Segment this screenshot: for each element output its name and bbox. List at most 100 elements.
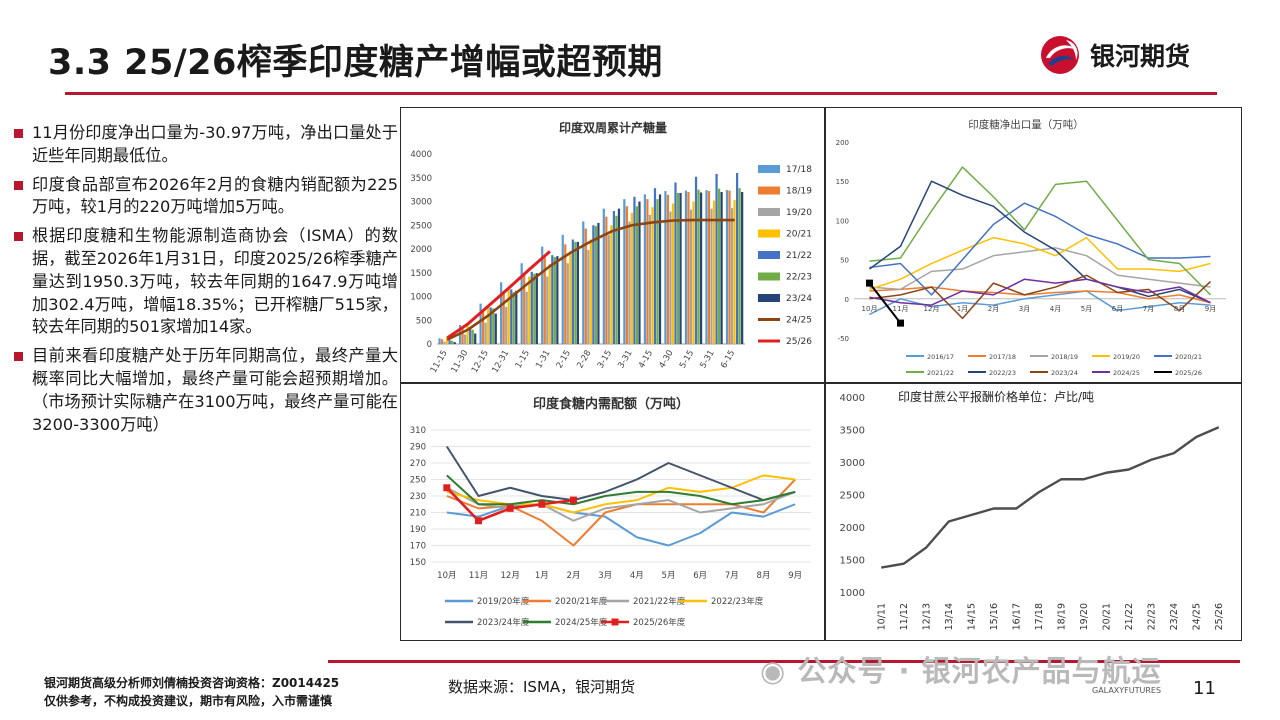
legend-swatch	[758, 294, 780, 302]
production-y-tick-label: 3500	[410, 174, 432, 184]
bar-19-20	[710, 208, 713, 344]
chart-panel-net-exports: 印度糖净出口量（万吨） -50 0 50 100 150 200 10月 11月 12月 1月 2月 3…	[825, 107, 1242, 383]
bar-23-24	[699, 192, 703, 344]
domestic-quota-x-tick-label: 10月	[437, 571, 456, 581]
net-exports-x-tick-label: 1月	[957, 305, 968, 313]
net-exports-x-tick-label: 9月	[1205, 305, 1216, 313]
bar-22-23	[594, 226, 598, 344]
bullet-text: 印度食品部宣布2026年2月的食糖内销配额为225万吨，较1月的220万吨增加5…	[32, 174, 398, 217]
production-x-tick-label: 11-15	[429, 349, 450, 375]
domestic-quota-x-tick-label: 4月	[630, 571, 644, 581]
bar-18-19	[543, 257, 546, 344]
bullet-text: 11月份印度净出口量为-30.97万吨，净出口量处于近些年同期最低位。	[32, 123, 398, 165]
bar-17-18	[479, 303, 482, 344]
production-y-tick-label: 4000	[410, 150, 432, 160]
wechat-icon: ◉	[760, 654, 787, 688]
bar-20-21	[733, 200, 736, 344]
production-x-tick-label: 3-15	[596, 349, 614, 371]
net-exports-x-tick-label: 12月	[924, 305, 940, 313]
chart-title: 印度糖净出口量（万吨）	[968, 118, 1084, 131]
legend-label: 2022/23年度	[711, 596, 764, 607]
bar-23-24	[679, 192, 682, 344]
bar-20-21	[651, 207, 654, 344]
bar-21-22	[592, 225, 595, 344]
bar-22-23	[635, 206, 639, 344]
legend-label: 20/21	[786, 230, 812, 240]
production-x-tick-label: 2-15	[555, 349, 573, 371]
net-exports-chart: 印度糖净出口量（万吨） -50 0 50 100 150 200 10月 11月 12月 1月 2月 3…	[836, 118, 1226, 377]
bar-20-21	[548, 264, 551, 344]
net-exports-x-tick-label: 4月	[1050, 305, 1061, 313]
bar-19-20	[669, 211, 672, 344]
bar-19-20	[505, 306, 508, 344]
bar-22-23	[553, 257, 556, 344]
watermark-text: 公众号 · 银河农产品与航运	[797, 654, 1162, 688]
domestic-quota-y-tick-label: 230	[410, 492, 426, 502]
domestic-quota-y-tick-label: 210	[410, 509, 426, 519]
bullet-square-icon	[14, 232, 23, 242]
bar-21-22	[469, 327, 472, 344]
bar-17-18	[500, 282, 503, 344]
bar-18-19	[625, 206, 628, 344]
bar-18-19	[646, 199, 649, 344]
bar-18-19	[687, 192, 690, 344]
domestic-quota-chart: 印度食糖内需配额（万吨） 150 170 190 210 230 250 270 290 310 1…	[410, 396, 811, 628]
bar-22-23	[615, 215, 618, 344]
line-2024-25年度	[446, 474, 796, 506]
bar-21-22	[735, 173, 739, 344]
bar-23-24	[741, 192, 744, 344]
bar-23-24	[638, 201, 641, 344]
bar-22-23	[533, 273, 536, 344]
bar-18-19	[728, 190, 731, 344]
bar-22-23	[738, 188, 741, 344]
bar-19-20	[648, 214, 652, 344]
bar-19-20	[566, 263, 569, 344]
bar-20-21	[712, 200, 716, 344]
bar-22-23	[471, 329, 474, 344]
production-y-tick-label: 2500	[410, 221, 432, 231]
frp-x-tick-label: 12/13	[921, 603, 932, 630]
chart-panel-frp: 印度甘蔗公平报酬价格单位：卢比/吨 1000 1500 2000 2500 3000 350…	[825, 383, 1242, 641]
bar-17-18	[664, 191, 667, 344]
legend-label: 2022/23	[989, 369, 1016, 377]
bar-23-24	[556, 256, 559, 344]
bar-17-18	[602, 208, 605, 344]
chart-title: 印度双周累计产糖量	[559, 120, 667, 135]
wechat-watermark: ◉ 公众号 · 银河农产品与航运	[760, 648, 1162, 690]
bar-21-22	[551, 255, 554, 344]
line-25-26	[446, 250, 551, 340]
bullet-square-icon	[14, 180, 23, 190]
bullet-square-icon	[14, 129, 23, 138]
bar-19-20	[525, 291, 528, 344]
frp-x-tick-label: 21/22	[1124, 603, 1135, 630]
domestic-quota-y-tick-label: 290	[410, 443, 426, 453]
galaxy-logo-icon	[1041, 36, 1079, 74]
production-x-tick-label: 6-15	[719, 349, 737, 371]
net-exports-y-tick-label: 200	[836, 139, 849, 147]
domestic-quota-y-tick-label: 310	[410, 426, 426, 436]
legend-label: 24/25	[786, 316, 812, 326]
bullet-text: 根据印度糖和生物能源制造商协会（ISMA）的数据，截至2026年1月31日，印度…	[32, 226, 398, 337]
domestic-quota-y-tick-label: 270	[410, 459, 426, 469]
domestic-quota-x-tick-label: 12月	[501, 571, 520, 581]
bullet-text: 目前来看印度糖产处于历年同期高位，最终产量大概率同比大幅增加，最终产量可能会超预…	[32, 346, 398, 434]
bar-17-18	[561, 234, 564, 344]
frp-x-tick-label: 10/11	[876, 603, 887, 630]
net-exports-x-tick-label: 5月	[1081, 305, 1092, 313]
bullet-item: 根据印度糖和生物能源制造商协会（ISMA）的数据，截至2026年1月31日，印度…	[14, 225, 398, 339]
legend-label: 2023/24年度	[477, 617, 530, 628]
legend-swatch	[758, 186, 780, 195]
production-x-tick-label: 1-31	[534, 349, 552, 371]
production-y-tick-label: 1000	[410, 293, 432, 303]
bullet-item: 印度食品部宣布2026年2月的食糖内销配额为225万吨，较1月的220万吨增加5…	[14, 174, 398, 220]
net-exports-y-tick-label: 100	[836, 217, 849, 225]
legend-label: 19/20	[786, 208, 812, 218]
bar-18-19	[584, 228, 587, 344]
frp-y-tick-label: 3000	[840, 458, 865, 469]
legend-label: 23/24	[786, 294, 812, 304]
legend-swatch	[758, 229, 780, 238]
net-exports-x-tick-label: 10月	[862, 305, 878, 313]
domestic-quota-x-tick-label: 2月	[567, 571, 581, 581]
bar-22-23	[656, 199, 659, 344]
bar-22-23	[492, 308, 495, 344]
